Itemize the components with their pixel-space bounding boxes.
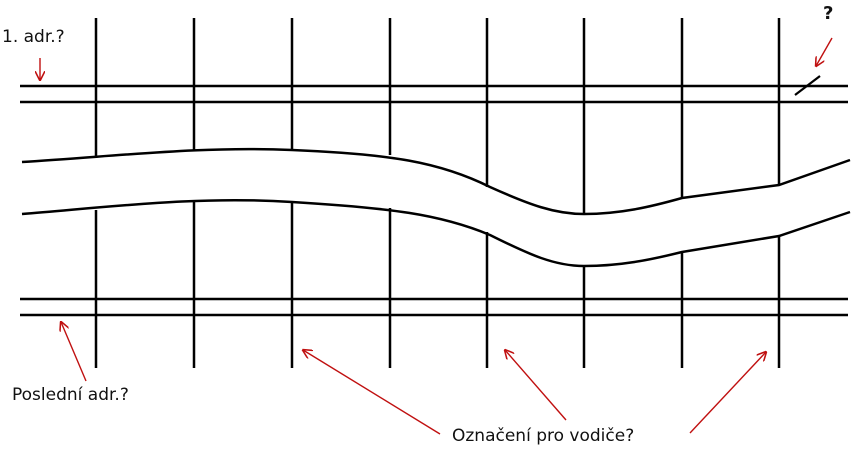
vertical-wires-bottom bbox=[94, 202, 781, 368]
curved-bus-upper-edge bbox=[21, 147, 851, 216]
question-mark-label: ? bbox=[823, 3, 834, 24]
arrow-wire-right bbox=[689, 352, 766, 434]
arrow-last-address bbox=[61, 322, 87, 382]
last-address-label: Poslední adr.? bbox=[12, 385, 129, 405]
curved-bus bbox=[21, 147, 851, 268]
curved-bus-lower-edge bbox=[21, 198, 851, 268]
arrow-question-mark bbox=[816, 37, 833, 66]
wire-designation-label: Označení pro vodiče? bbox=[452, 426, 635, 446]
annotation-arrows bbox=[40, 37, 833, 435]
first-address-label: 1. adr.? bbox=[2, 27, 65, 47]
vertical-wires-top bbox=[94, 18, 781, 213]
rail-tick-mark bbox=[794, 75, 821, 96]
arrow-wire-middle bbox=[505, 350, 567, 421]
arrow-wire-left bbox=[303, 350, 441, 435]
horizontal-rails bbox=[20, 84, 848, 317]
